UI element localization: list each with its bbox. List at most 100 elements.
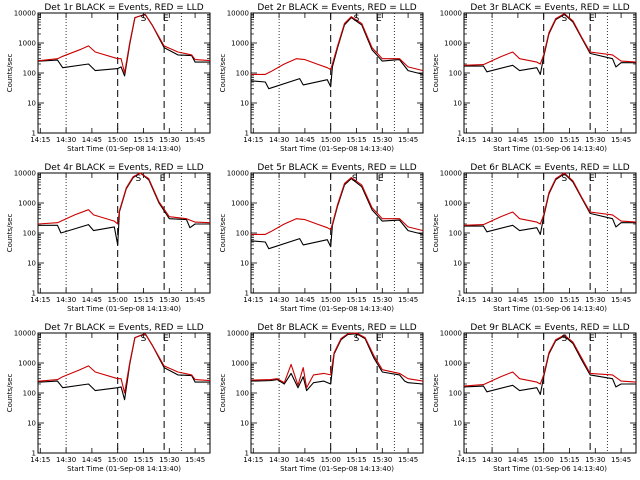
y-tick-label: 10 bbox=[27, 420, 36, 428]
x-tick-label: 15:30 bbox=[372, 456, 392, 464]
y-tick-label: 1 bbox=[458, 130, 462, 138]
plot-frame bbox=[37, 172, 211, 294]
y-axis-label: Counts/sec bbox=[6, 374, 14, 413]
y-tick-label: 10000 bbox=[14, 170, 36, 178]
y-tick-label: 100 bbox=[449, 390, 462, 398]
y-tick-label: 100 bbox=[449, 230, 462, 238]
x-tick-label: 15:15 bbox=[133, 296, 153, 304]
x-tick-label: 14:30 bbox=[482, 296, 502, 304]
series-line-events bbox=[463, 335, 636, 395]
x-tick-label: 15:00 bbox=[108, 296, 128, 304]
panel-title: Det 3r BLACK = Events, RED = LLD bbox=[470, 3, 629, 13]
x-tick-label: 14:45 bbox=[82, 296, 102, 304]
series-line-lld bbox=[37, 172, 211, 225]
x-tick-label: 15:00 bbox=[321, 136, 341, 144]
plot-frame bbox=[250, 172, 424, 294]
y-tick-label: 10 bbox=[27, 260, 36, 268]
y-tick-label: 1000 bbox=[444, 360, 462, 368]
panel-9: Det 9r BLACK = Events, RED = LLD 1 10 100 10… bbox=[432, 323, 637, 473]
marker-label-s: S bbox=[354, 14, 360, 24]
y-axis-label: Counts/sec bbox=[6, 214, 14, 253]
panel-title: Det 4r BLACK = Events, RED = LLD bbox=[44, 163, 203, 173]
series-line-events bbox=[38, 333, 210, 401]
y-tick-label: 1000 bbox=[444, 200, 462, 208]
panel-title: Det 5r BLACK = Events, RED = LLD bbox=[257, 163, 416, 173]
x-tick-label: 15:45 bbox=[611, 296, 631, 304]
marker-label-s: S bbox=[141, 14, 147, 24]
marker-label-s: S bbox=[561, 14, 567, 24]
panel-title: Det 8r BLACK = Events, RED = LLD bbox=[257, 323, 416, 333]
y-tick-label: 1 bbox=[458, 450, 462, 458]
y-tick-label: 100 bbox=[236, 390, 249, 398]
series-line-lld bbox=[251, 16, 424, 75]
x-tick-label: 15:45 bbox=[398, 136, 418, 144]
panel-title: Det 1r BLACK = Events, RED = LLD bbox=[44, 3, 203, 13]
series-line-events bbox=[250, 178, 424, 250]
y-tick-label: 10 bbox=[453, 260, 462, 268]
y-tick-label: 10000 bbox=[14, 330, 36, 338]
y-tick-label: 100 bbox=[236, 230, 249, 238]
marker-label-s: S bbox=[354, 334, 360, 344]
y-tick-label: 10000 bbox=[440, 170, 462, 178]
series-line-events bbox=[464, 13, 636, 75]
x-axis-label: Start Time (01-Sep-08 14:13:40) bbox=[280, 145, 394, 153]
x-tick-label: 14:45 bbox=[508, 456, 528, 464]
y-tick-label: 1 bbox=[245, 130, 249, 138]
y-tick-label: 1 bbox=[32, 450, 36, 458]
x-tick-label: 15:45 bbox=[611, 456, 631, 464]
x-tick-label: 14:30 bbox=[269, 136, 289, 144]
series-line-events bbox=[38, 13, 210, 77]
x-tick-label: 15:15 bbox=[559, 296, 579, 304]
x-tick-label: 14:15 bbox=[243, 296, 263, 304]
panel-title: Det 2r BLACK = Events, RED = LLD bbox=[257, 3, 416, 13]
x-tick-label: 15:00 bbox=[534, 296, 554, 304]
y-tick-label: 10 bbox=[240, 100, 249, 108]
y-tick-label: 10000 bbox=[227, 170, 249, 178]
x-tick-label: 14:15 bbox=[30, 456, 50, 464]
y-tick-label: 1000 bbox=[18, 40, 36, 48]
x-tick-label: 14:15 bbox=[456, 136, 476, 144]
x-tick-label: 14:30 bbox=[56, 296, 76, 304]
x-tick-label: 15:30 bbox=[159, 296, 179, 304]
series-line-lld bbox=[38, 333, 211, 394]
panel-6: Det 6r BLACK = Events, RED = LLD 1 10 100 10… bbox=[432, 163, 637, 313]
x-tick-label: 15:30 bbox=[372, 296, 392, 304]
y-tick-label: 1 bbox=[458, 290, 462, 298]
x-axis-label: Start Time (01-Sep-08 14:13:40) bbox=[280, 465, 394, 473]
x-tick-label: 14:30 bbox=[269, 456, 289, 464]
y-tick-label: 1 bbox=[32, 290, 36, 298]
x-tick-label: 15:00 bbox=[108, 456, 128, 464]
x-tick-label: 15:30 bbox=[585, 456, 605, 464]
x-tick-label: 15:15 bbox=[133, 136, 153, 144]
panel-4: Det 4r BLACK = Events, RED = LLD 1 10 100 10… bbox=[6, 163, 211, 313]
x-tick-label: 14:45 bbox=[508, 296, 528, 304]
series-line-lld bbox=[251, 177, 424, 235]
x-tick-label: 15:00 bbox=[321, 456, 341, 464]
x-tick-label: 15:45 bbox=[185, 456, 205, 464]
x-tick-label: 14:30 bbox=[269, 296, 289, 304]
x-axis-label: Start Time (01-Sep-08 14:13:40) bbox=[67, 145, 181, 153]
x-tick-label: 14:30 bbox=[56, 456, 76, 464]
marker-label-e: E bbox=[589, 14, 595, 24]
plot-frame bbox=[37, 332, 211, 454]
y-tick-label: 1000 bbox=[231, 40, 249, 48]
x-axis-label: Start Time (01-Sep-08 14:13:40) bbox=[280, 305, 394, 313]
panel-title: Det 9r BLACK = Events, RED = LLD bbox=[470, 323, 629, 333]
panel-title: Det 7r BLACK = Events, RED = LLD bbox=[44, 323, 203, 333]
x-tick-label: 15:30 bbox=[159, 456, 179, 464]
marker-label-s: S bbox=[352, 174, 358, 184]
panel-1: Det 1r BLACK = Events, RED = LLD 1 10 100 10… bbox=[6, 3, 211, 153]
marker-label-e: E bbox=[163, 14, 169, 24]
y-tick-label: 10 bbox=[240, 260, 249, 268]
panel-7: Det 7r BLACK = Events, RED = LLD 1 10 100 10… bbox=[6, 323, 211, 473]
x-tick-label: 15:30 bbox=[372, 136, 392, 144]
x-tick-label: 14:15 bbox=[30, 136, 50, 144]
x-axis-label: Start Time (01-Sep-08 14:13:40) bbox=[67, 305, 181, 313]
y-tick-label: 1 bbox=[245, 290, 249, 298]
y-tick-label: 100 bbox=[23, 230, 36, 238]
x-tick-label: 15:45 bbox=[398, 456, 418, 464]
x-tick-label: 15:15 bbox=[559, 136, 579, 144]
x-tick-label: 15:00 bbox=[108, 136, 128, 144]
x-tick-label: 15:30 bbox=[585, 136, 605, 144]
